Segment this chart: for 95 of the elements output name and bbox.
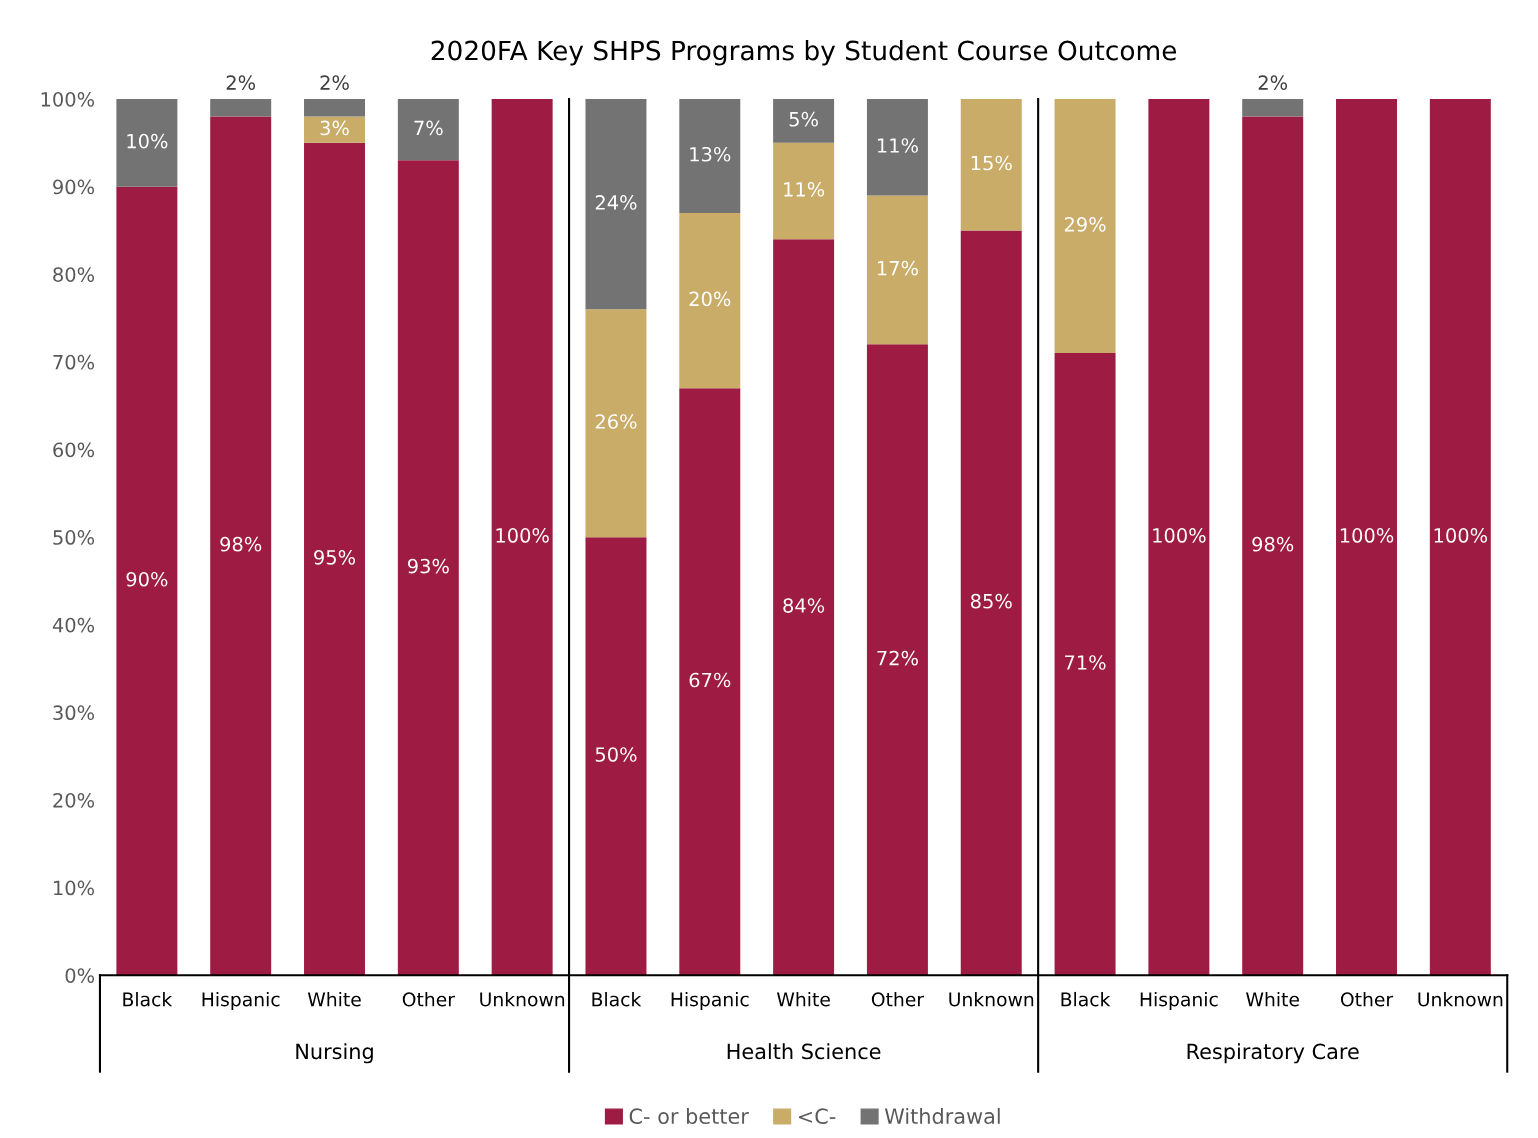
y-tick-label: 20% [53,792,95,808]
y-tick-label: 40% [52,617,95,633]
x-tick-label: Hispanic [202,991,280,1011]
data-label: 29% [1064,217,1106,232]
bar [210,116,272,976]
data-label: 2% [1258,75,1288,90]
bar [1429,99,1491,976]
y-tick-label: 90% [53,179,95,195]
bar [679,212,741,389]
data-label: 26% [595,414,637,429]
x-tick-label: Other [871,991,925,1007]
data-label: 3% [320,120,349,136]
data-label: 2% [320,75,349,90]
data-label: 98% [220,536,262,552]
bar [397,160,459,976]
data-label: 95% [314,549,356,565]
data-label: 100% [1153,528,1206,543]
data-label: 11% [784,181,825,197]
data-label: 71% [1065,655,1106,670]
bar [960,99,1022,231]
x-tick-label: Unknown [949,991,1034,1007]
text: Nursing [296,1043,373,1064]
x-tick-label: Other [1340,991,1394,1007]
data-label: 85% [970,593,1012,609]
data-label: 11% [877,138,918,153]
bar [679,388,741,976]
x-tick-label: Black [123,991,173,1007]
data-label: 90% [126,571,168,587]
data-label: 100% [496,528,549,543]
bar [773,239,835,976]
chart-title: 2020FA Key SHPS Programs by Student Course Outcome [431,40,1177,66]
data-label: 100% [1340,528,1394,543]
legend-label: Withdrawal [884,1107,1000,1125]
x-tick-label: Unknown [1418,991,1503,1007]
bar [1242,99,1304,117]
bar [773,142,835,240]
data-label: 93% [407,558,449,574]
bar [210,99,272,117]
x-tick-label: Unknown [480,991,565,1007]
data-label: 7% [414,120,443,136]
bar [116,99,178,187]
bar [304,142,366,976]
data-label: 20% [689,291,731,307]
bar [866,99,928,196]
legend-label: <C- [798,1108,836,1125]
x-tick-label: Other [402,991,455,1007]
text: Health Science [727,1043,881,1060]
bar [585,309,647,538]
data-label: 50% [595,747,637,762]
x-tick-label: White [776,991,830,1007]
bar [116,186,178,976]
bar [1242,116,1304,976]
data-label: 15% [971,155,1012,171]
y-tick-label: 80% [53,267,95,282]
data-label: 2% [226,75,256,90]
bar [304,116,366,143]
bar [585,537,647,976]
data-label: 84% [783,598,825,613]
x-tick-label: White [307,991,361,1007]
data-label: 100% [1434,528,1488,543]
bar [491,99,553,976]
bar [1054,353,1116,976]
y-tick-label: 10% [54,880,95,896]
bar [866,344,928,976]
data-label: 24% [595,195,637,210]
data-label: 10% [127,133,168,149]
x-tick-label: Hispanic [1140,991,1218,1011]
bar [1336,99,1397,976]
legend-label: C- or better [629,1107,749,1125]
y-tick-label: 100% [41,91,95,107]
bar [866,195,928,345]
bar [304,99,366,117]
data-label: 17% [877,260,918,276]
y-tick-label: 50% [53,530,95,545]
x-tick-label: White [1246,991,1299,1007]
bar [1054,99,1116,354]
data-label: 67% [689,672,731,688]
y-tick-label: 0% [65,968,95,983]
bar [960,230,1022,976]
y-tick-label: 30% [53,705,95,721]
bar [773,99,835,143]
data-label: 72% [877,650,918,666]
text: Respiratory Care [1187,1043,1359,1064]
y-tick-label: 60% [53,442,95,458]
data-label: 5% [789,111,818,127]
bar [397,99,459,161]
x-tick-label: Black [592,991,642,1007]
y-tick-label: 70% [53,354,95,370]
data-label: 13% [690,146,731,162]
bar [1148,99,1210,976]
x-tick-label: Hispanic [671,991,749,1011]
x-tick-label: Black [1061,991,1111,1007]
data-label: 98% [1252,536,1294,552]
bar [679,99,741,213]
bar [585,99,647,310]
